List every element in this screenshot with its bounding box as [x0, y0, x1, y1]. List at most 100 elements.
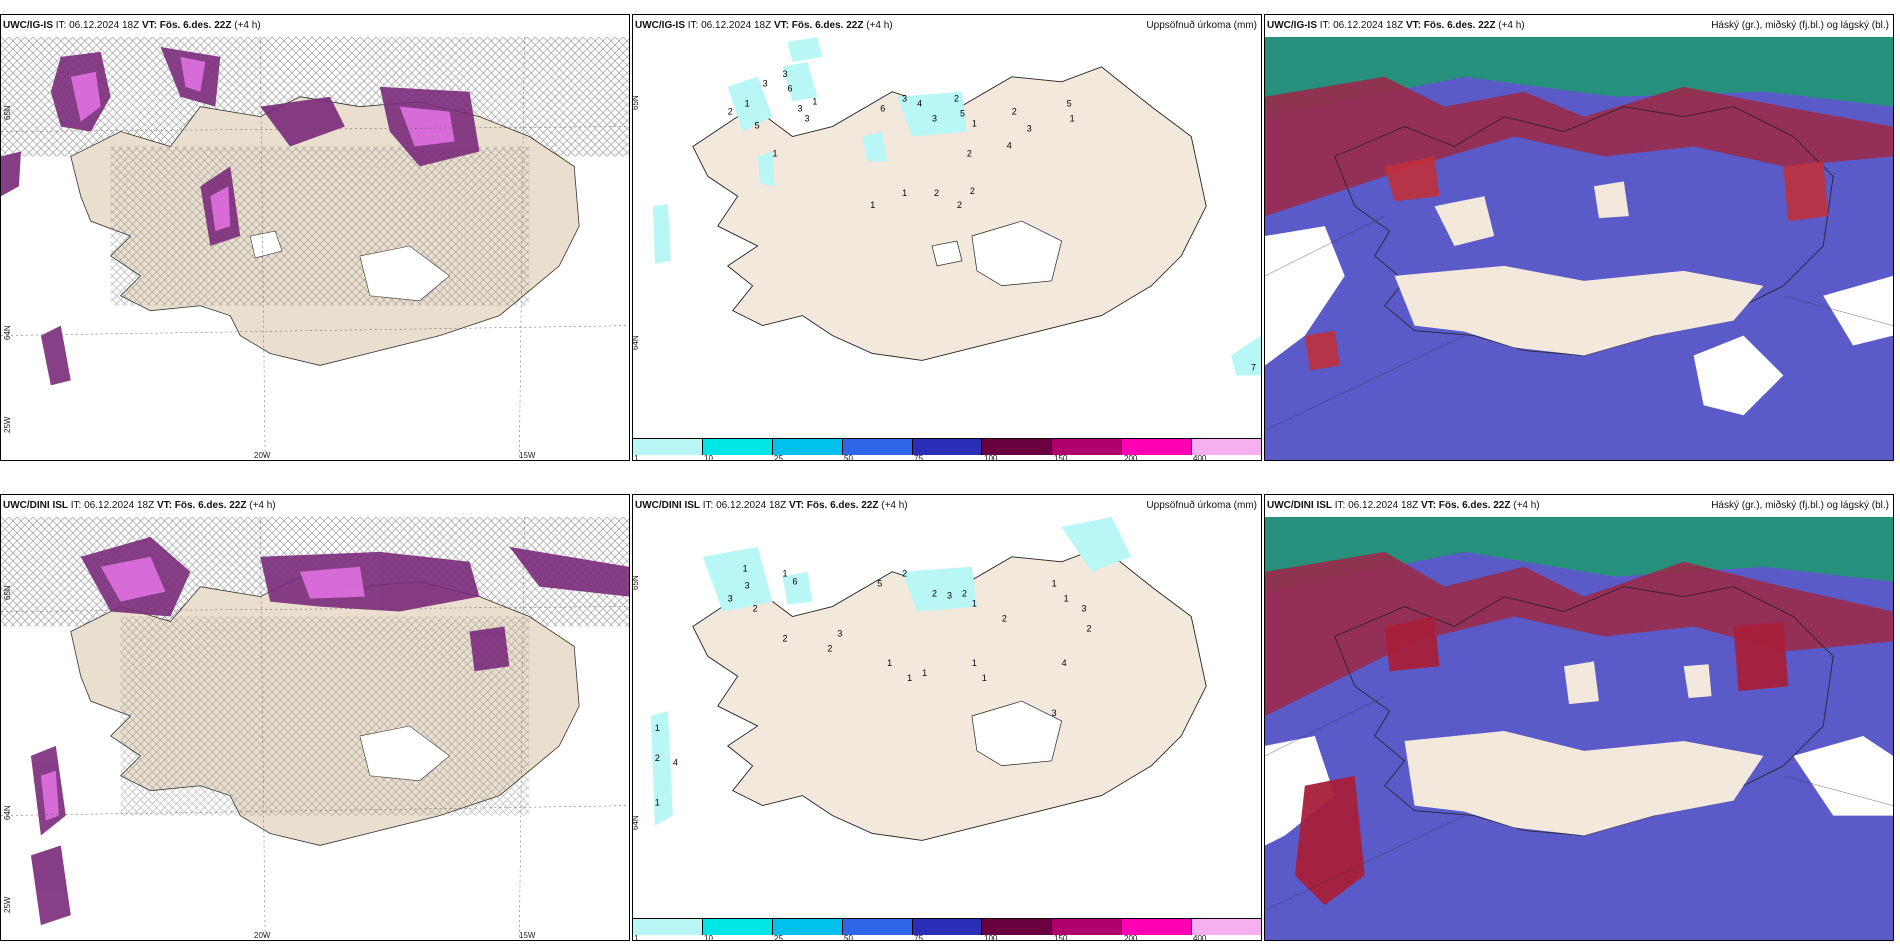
- lat-label-64n: 64N: [632, 335, 640, 350]
- panel-header: UWC/DINI ISL IT: 06.12.2024 18Z VT: Fös.…: [633, 495, 1261, 517]
- colorbar-label: 25: [774, 454, 783, 461]
- it-value: 06.12.2024 18Z: [1333, 20, 1404, 31]
- precip-value: 6: [788, 84, 793, 94]
- colorbar-cell: [772, 919, 843, 935]
- panel-header: UWC/DINI ISL IT: 06.12.2024 18Z VT: Fös.…: [1265, 495, 1893, 517]
- precip-value: 1: [972, 658, 977, 668]
- precip-value: 1: [812, 97, 817, 107]
- colorbar-cell: [1052, 439, 1123, 455]
- precip-value: 1: [907, 673, 912, 683]
- lat-label-65n: 65N: [632, 575, 640, 590]
- colorbar-label: 150: [1054, 454, 1068, 461]
- it-label: IT:: [55, 20, 67, 31]
- map-title: Háský (gr.), miðský (fj.bl.) og lágský (…: [1711, 20, 1889, 31]
- colorbar-cell: [912, 439, 983, 455]
- it-value: 06.12.2024 18Z: [1348, 500, 1419, 511]
- precip-value: 1: [745, 99, 750, 109]
- colorbar-cell: [842, 439, 913, 455]
- vt-value: Fös. 6.des. 22Z: [159, 20, 232, 31]
- lead-time: (+4 h): [1498, 20, 1525, 31]
- colorbar-cell: [1122, 439, 1193, 455]
- precip-value: 3: [1052, 708, 1057, 718]
- colorbar-label: 200: [1124, 454, 1138, 461]
- colorbar-labels: 1 10 25 50 75 100 150 200 400: [633, 934, 1261, 941]
- colorbar-cell: [1192, 919, 1261, 935]
- colorbar-cell: [982, 439, 1053, 455]
- it-label: IT:: [1334, 500, 1346, 511]
- vt-value: Fös. 6.des. 22Z: [791, 20, 864, 31]
- it-label: IT:: [1319, 20, 1331, 31]
- model-name: UWC/IG-IS: [1267, 20, 1317, 31]
- colorbar-label: 50: [844, 454, 853, 461]
- precip-value: 2: [962, 589, 967, 599]
- colorbar-cell: [1122, 919, 1193, 935]
- panel-top-left: UWC/IG-IS IT: 06.12.2024 18Z VT: Fös. 6.…: [0, 14, 630, 461]
- lead-time: (+4 h): [249, 500, 276, 511]
- panel-header: UWC/IG-IS IT: 06.12.2024 18Z VT: Fös. 6.…: [1, 15, 629, 37]
- lat-label-65n: 65N: [632, 95, 640, 110]
- colorbar-label: 10: [704, 454, 713, 461]
- precip-value: 3: [902, 94, 907, 104]
- lon-label-20w: 20W: [254, 931, 271, 940]
- model-name: UWC/IG-IS: [3, 20, 53, 31]
- map-title: Háský (gr.), miðský (fj.bl.) og lágský (…: [1711, 500, 1889, 511]
- precip-value: 1: [655, 723, 660, 733]
- colorbar: 1 10 25 50 75 100 150 200 400: [633, 438, 1261, 460]
- model-name: UWC/IG-IS: [635, 20, 685, 31]
- colorbar-label: 10: [704, 934, 713, 941]
- precip-purple: [30, 536, 629, 926]
- colorbar-label: 1: [634, 454, 639, 461]
- colorbar-cell: [982, 919, 1053, 935]
- colorbar-label: 1: [634, 934, 639, 941]
- lead-time: (+4 h): [881, 500, 908, 511]
- precip-value: 6: [792, 577, 797, 587]
- it-label: IT:: [702, 500, 714, 511]
- precip-value: 1: [870, 200, 875, 210]
- colorbar-label: 100: [984, 454, 998, 461]
- precip-value: 4: [1007, 140, 1012, 150]
- precip-light: [652, 37, 1261, 376]
- precip-value: 7: [1251, 362, 1256, 372]
- map-cloud-cover: [1265, 37, 1893, 460]
- panel-bottom-middle: UWC/DINI ISL IT: 06.12.2024 18Z VT: Fös.…: [632, 494, 1262, 941]
- vt-value: Fös. 6.des. 22Z: [174, 500, 247, 511]
- precip-value: 2: [902, 569, 907, 579]
- lat-label-65n: 65N: [3, 585, 12, 600]
- it-value: 06.12.2024 18Z: [84, 500, 155, 511]
- vt-label: VT:: [1420, 500, 1436, 511]
- precip-value: 1: [1070, 114, 1075, 124]
- colorbar-label: 75: [914, 934, 923, 941]
- vt-value: Fös. 6.des. 22Z: [1423, 20, 1496, 31]
- precip-value: 1: [902, 188, 907, 198]
- precip-value: 2: [957, 200, 962, 210]
- precip-value: 3: [763, 79, 768, 89]
- vt-value: Fös. 6.des. 22Z: [1438, 500, 1511, 511]
- precip-value: 3: [797, 104, 802, 114]
- precip-value: 3: [1027, 124, 1032, 134]
- precip-value: 3: [932, 114, 937, 124]
- precip-value: 2: [954, 94, 959, 104]
- it-label: IT:: [70, 500, 82, 511]
- precip-pink: [70, 56, 455, 232]
- precip-value: 2: [970, 186, 975, 196]
- precip-value: 1: [972, 599, 977, 609]
- colorbar-label: 100: [984, 934, 998, 941]
- lon-label-15w: 15W: [519, 451, 536, 460]
- colorbar-label: 150: [1054, 934, 1068, 941]
- vt-label: VT:: [1405, 20, 1421, 31]
- colorbar-label: 75: [914, 454, 923, 461]
- lead-time: (+4 h): [1513, 500, 1540, 511]
- map-wind-precip: [1, 37, 629, 460]
- colorbar-cell: [633, 439, 703, 455]
- colorbar-cells: [633, 918, 1261, 935]
- panel-top-middle: UWC/IG-IS IT: 06.12.2024 18Z VT: Fös. 6.…: [632, 14, 1262, 461]
- panel-top-right: UWC/IG-IS IT: 06.12.2024 18Z VT: Fös. 6.…: [1264, 14, 1894, 461]
- precip-value: 1: [1052, 579, 1057, 589]
- precip-value: 2: [1012, 107, 1017, 117]
- precip-value: 4: [917, 99, 922, 109]
- colorbar-labels: 1 10 25 50 75 100 150 200 400: [633, 454, 1261, 461]
